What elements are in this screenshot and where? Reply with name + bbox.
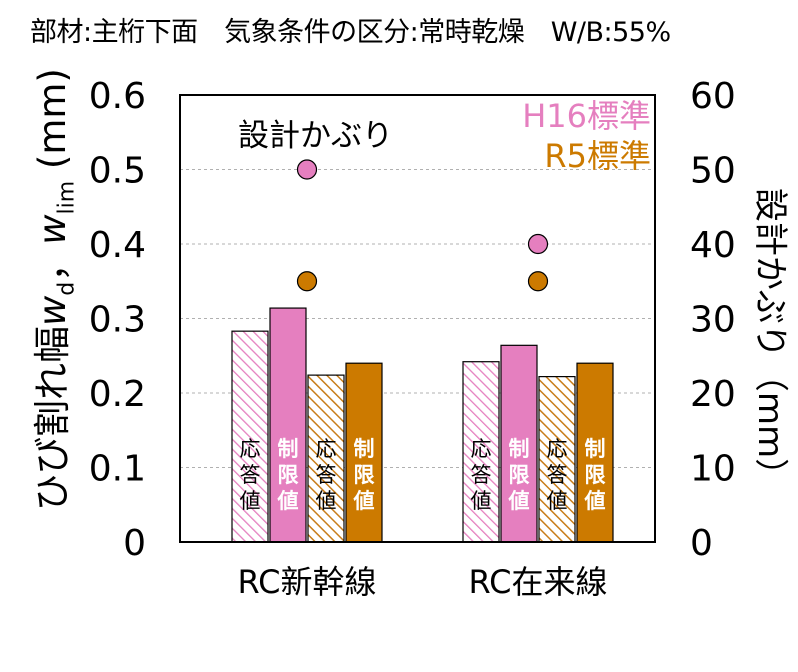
y-right-tick-label: 40 xyxy=(690,225,736,266)
y-left-tick-label: 0.5 xyxy=(89,151,146,192)
y-left-tick-label: 0.6 xyxy=(89,76,146,117)
y-right-tick-label: 60 xyxy=(690,76,736,117)
x-category-label: RC新幹線 xyxy=(238,563,377,601)
bar-label: 応 xyxy=(547,437,568,461)
y-left-tick-label: 0 xyxy=(123,523,146,564)
y-left-tick-label: 0.4 xyxy=(89,225,146,266)
cover-point xyxy=(296,271,318,292)
bar-label: 限 xyxy=(354,463,375,487)
bar-label: 答 xyxy=(547,463,568,487)
bar-label: 限 xyxy=(278,463,299,487)
bar-label: 答 xyxy=(471,463,492,487)
bar-label: 限 xyxy=(509,463,530,487)
bar xyxy=(269,307,307,543)
plot-frame xyxy=(179,94,656,543)
bar-label: 値 xyxy=(353,489,375,513)
legend-entry: R5標準 xyxy=(544,137,651,175)
y-right-tick-label: 20 xyxy=(690,374,736,415)
annotation-design-cover: 設計かぶり xyxy=(238,118,393,154)
cover-point xyxy=(527,271,549,292)
y-right-tick-label: 10 xyxy=(690,449,736,490)
bar-label: 制 xyxy=(509,437,530,461)
bar-label: 値 xyxy=(508,489,530,513)
y-right-tick-label: 30 xyxy=(690,300,736,341)
y-left-tick-label: 0.1 xyxy=(89,449,146,490)
bar-label: 値 xyxy=(547,489,568,513)
plot-border xyxy=(179,94,656,543)
tick-labels: 0 0.1 0.2 0.3 0.4 0.5 0.6 0 10 20 30 40 50 60 RC新幹線 RC在… xyxy=(89,76,736,601)
y-left-tick-label: 0.2 xyxy=(89,374,146,415)
bar xyxy=(538,376,576,543)
bar-label: 値 xyxy=(584,489,606,513)
bar-label: 値 xyxy=(240,489,261,513)
y-left-tick-label: 0.3 xyxy=(89,300,146,341)
x-category-label: RC在来線 xyxy=(469,563,608,601)
bar xyxy=(231,330,269,543)
bar-label: 制 xyxy=(278,437,299,461)
bar-label: 答 xyxy=(316,463,337,487)
cover-points xyxy=(296,159,549,292)
legend-entry: H16標準 xyxy=(522,97,651,135)
bar-label: 答 xyxy=(240,463,261,487)
cover-point xyxy=(296,159,318,180)
bar xyxy=(576,362,614,543)
bar-label: 限 xyxy=(585,463,606,487)
y-right-tick-label: 0 xyxy=(690,523,713,564)
bar-label: 値 xyxy=(471,489,492,513)
bar-label: 応 xyxy=(471,437,492,461)
bar-label: 制 xyxy=(354,437,375,461)
bar-label: 値 xyxy=(316,489,337,513)
bar-label: 制 xyxy=(585,437,606,461)
y-right-tick-label: 50 xyxy=(690,151,736,192)
cover-point xyxy=(527,233,549,255)
page-title: 部材:主桁下面 気象条件の区分:常時乾燥 W/B:55% xyxy=(30,17,671,48)
bar-label: 応 xyxy=(316,437,337,461)
bar-label: 値 xyxy=(277,489,299,513)
bar-label: 応 xyxy=(240,437,261,461)
